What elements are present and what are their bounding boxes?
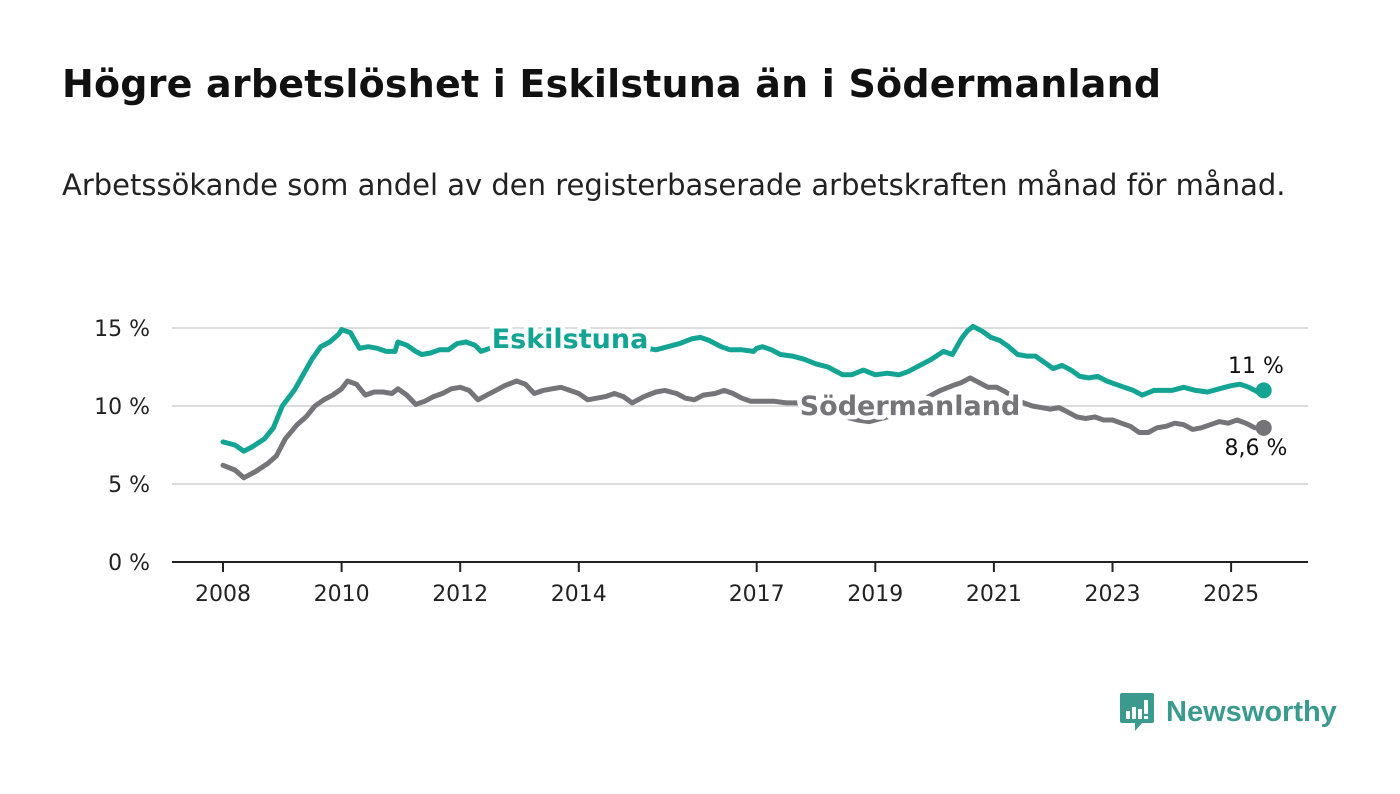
chart-subtitle: Arbetssökande som andel av den registerb… — [62, 168, 1286, 202]
x-tick-label: 2025 — [1203, 582, 1259, 607]
x-tick-label: 2019 — [847, 582, 903, 607]
series-end-point — [1255, 382, 1272, 399]
x-axis: 2008 2010 2012 2014 2017 2019 2021 2023 2025 — [195, 562, 1259, 607]
series-lines — [220, 323, 1272, 481]
series-end-label: 11 % — [1228, 354, 1284, 379]
gridlines — [172, 327, 1308, 563]
series-end-point — [1255, 419, 1272, 436]
x-tick-label: 2023 — [1085, 582, 1141, 607]
x-tick-label: 2017 — [729, 582, 785, 607]
series-labels: Eskilstuna Södermanland 11 % 8,6 % — [487, 320, 1290, 465]
series-end-label: 8,6 % — [1225, 436, 1288, 461]
y-axis: 0 % 5 % 10 % 15 % — [94, 317, 150, 576]
series-line-eskilstuna — [220, 323, 1267, 454]
series-name-label: Södermanland — [800, 391, 1021, 422]
newsworthy-logo-icon — [1120, 693, 1154, 731]
y-tick-label: 15 % — [94, 317, 150, 342]
x-tick-label: 2012 — [432, 582, 488, 607]
series-line-sodermanland — [220, 375, 1267, 481]
y-tick-label: 5 % — [108, 473, 150, 498]
x-tick-label: 2010 — [314, 582, 370, 607]
chart-title: Högre arbetslöshet i Eskilstuna än i Söd… — [62, 62, 1162, 106]
series-name-label: Eskilstuna — [492, 324, 649, 355]
x-tick-label: 2014 — [551, 582, 607, 607]
y-tick-label: 10 % — [94, 395, 150, 420]
newsworthy-brand[interactable]: Newsworthy — [1118, 690, 1337, 734]
x-tick-label: 2021 — [966, 582, 1022, 607]
y-tick-label: 0 % — [108, 551, 150, 576]
x-tick-label: 2008 — [195, 582, 251, 607]
brand-name: Newsworthy — [1166, 695, 1337, 728]
